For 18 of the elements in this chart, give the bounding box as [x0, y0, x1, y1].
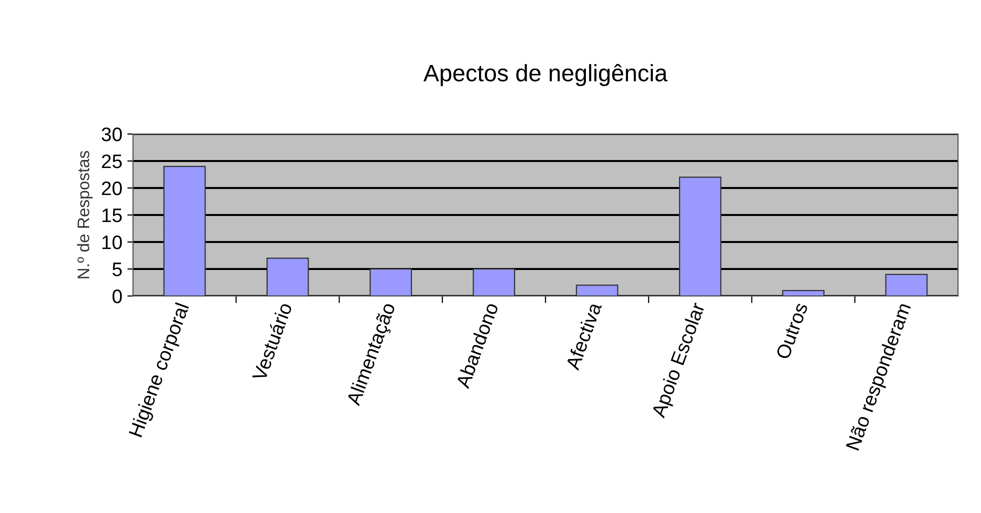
y-tick-label: 10	[102, 235, 122, 250]
bar	[782, 290, 824, 296]
bar	[472, 268, 516, 296]
x-tick-label: Outros	[776, 302, 808, 360]
chart-title: Apectos de negligência	[423, 64, 668, 86]
bar	[885, 274, 928, 296]
y-tick-label: 0	[112, 289, 122, 304]
y-tick-label: 20	[102, 181, 122, 196]
bar	[370, 268, 412, 296]
y-tick-label: 25	[102, 154, 122, 168]
bar	[679, 176, 722, 296]
y-tick-label: 30	[102, 127, 122, 142]
y-axis-title: N.º de Respostas	[77, 150, 93, 278]
bar	[163, 166, 206, 296]
bar	[266, 258, 309, 296]
y-tick-label: 5	[112, 262, 122, 276]
bar	[576, 284, 618, 296]
y-tick-label: 15	[102, 208, 122, 222]
